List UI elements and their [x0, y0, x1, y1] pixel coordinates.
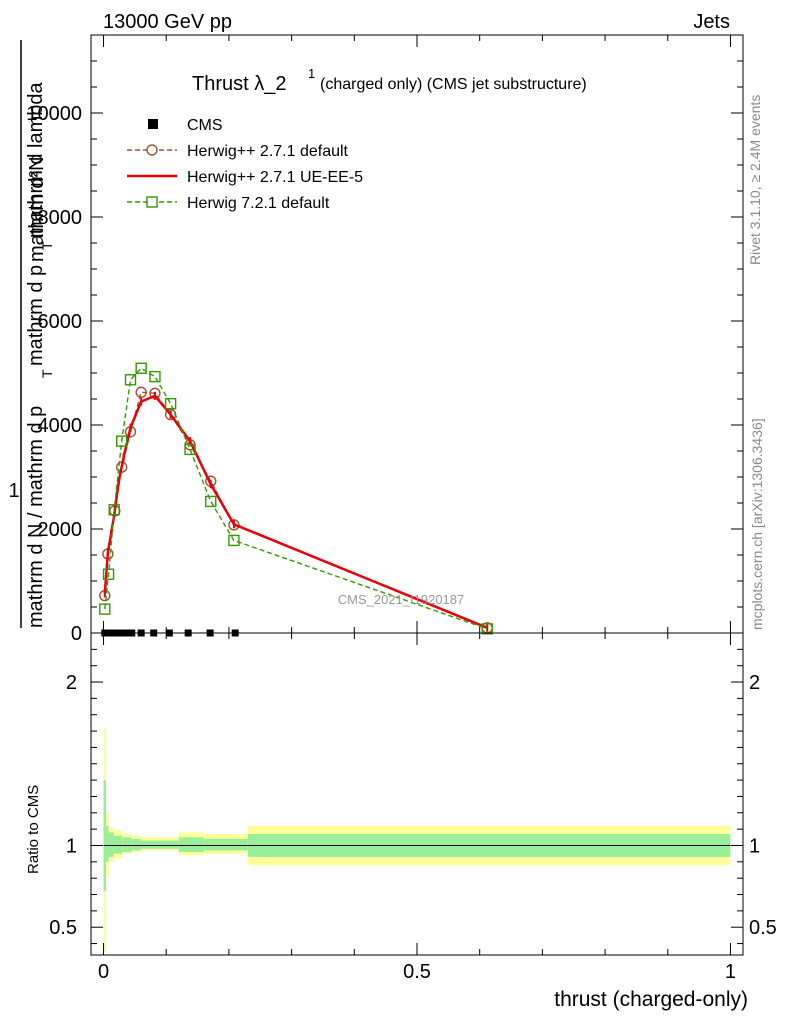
legend-label-0: Herwig++ 2.7.1 default: [187, 143, 349, 160]
ratio-panel: 0 0.5 1 0.5 0.5 1 1 2 2: [49, 632, 777, 983]
ratio-band-green: [203, 838, 248, 851]
ratio-y-axis-label: Ratio to CMS: [25, 785, 42, 874]
y-tick-label: 4000: [38, 415, 83, 437]
y-tick-label: 6000: [38, 311, 83, 333]
series-point-2: [228, 534, 240, 547]
ratio-band-green: [103, 780, 107, 892]
y-tick-label: 0: [71, 623, 82, 645]
x-tick-label: 0: [98, 961, 109, 983]
ratio-y-tick-label-right: 1: [749, 835, 760, 857]
y-tick-label: 8000: [38, 207, 83, 229]
series-point-0: [135, 386, 147, 398]
series-point-2: [481, 623, 493, 635]
ratio-band-green: [122, 837, 132, 853]
title-subtitle: (charged only) (CMS jet substructure): [320, 76, 587, 93]
series-point-2: [205, 495, 217, 508]
ylabel-upper-tail: mathrm d lambda: [25, 82, 47, 238]
plot-title: Thrust λ_2 1 (charged only) (CMS jet sub…: [192, 66, 587, 95]
analysis-watermark: CMS_2021_I1920187: [338, 592, 465, 607]
series-point-2: [124, 374, 137, 386]
ratio-y-tick-label: 1: [66, 835, 77, 857]
ylabel-upper-sub: T: [39, 241, 55, 250]
x-axis-label: thrust (charged-only): [554, 988, 748, 1011]
series-point-2: [184, 443, 196, 456]
ylabel-one: 1: [8, 480, 19, 502]
main-y-axis-label: 1 mathrm d²N mathrm d N / mathrm d p T m…: [8, 40, 55, 628]
legend-marker-0: [146, 144, 158, 156]
ratio-band-green: [141, 840, 179, 849]
ylabel-lower-denom: mathrm d N / mathrm d p: [25, 406, 47, 628]
ratio-band-green: [131, 838, 142, 851]
y-tick-label: 2000: [38, 519, 83, 541]
ylabel-upper-denom: mathrm d p: [25, 265, 47, 366]
legend-label-2: Herwig 7.2.1 default: [187, 195, 330, 212]
series-point-2: [135, 362, 147, 375]
ratio-band-green: [106, 825, 109, 862]
legend-label-1: Herwig++ 2.7.1 UE-EE-5: [187, 169, 363, 186]
ratio-y-tick-label-right: 2: [749, 672, 760, 694]
x-tick-label: 0.5: [403, 961, 431, 983]
series-point-2: [108, 504, 120, 516]
series-point-0: [228, 519, 240, 531]
ratio-y-tick-label: 2: [66, 672, 77, 694]
series-point-2: [116, 435, 128, 447]
jets-label: Jets: [693, 11, 730, 33]
y-tick-label: 10000: [26, 103, 82, 125]
ratio-band-green: [178, 837, 204, 853]
ratio-y-tick-label-right: 0.5: [749, 917, 777, 939]
ratio-y-tick-label: 0.5: [49, 917, 77, 939]
series-line-2: [104, 367, 488, 630]
legend-marker-cms: [148, 119, 158, 129]
ratio-band-green: [113, 835, 123, 854]
title-main: Thrust λ_2: [192, 73, 286, 95]
series-point-2: [102, 568, 115, 580]
series-point-2: [99, 603, 111, 615]
series-point-2: [164, 397, 177, 410]
series-point-2: [149, 370, 161, 383]
legend-marker-2: [146, 196, 158, 208]
title-sup: 1: [308, 66, 315, 81]
ratio-band-green: [108, 832, 114, 857]
energy-label: 13000 GeV pp: [103, 11, 232, 33]
legend: CMS Herwig++ 2.7.1 default Herwig++ 2.7.1 …: [127, 117, 363, 212]
main-panel: 0 2000 4000 6000 8000 10000: [26, 34, 744, 645]
mcplots-label: mcplots.cern.ch [arXiv:1306.3436]: [749, 418, 765, 630]
x-tick-label: 1: [725, 961, 736, 983]
ratio-frame: [90, 632, 744, 956]
rivet-label: Rivet 3.1.10, ≥ 2.4M events: [747, 95, 763, 265]
legend-label-cms: CMS: [187, 117, 223, 134]
ylabel-lower-sub: T: [39, 369, 55, 378]
ylabel-numer: mathrm d²N: [26, 156, 48, 262]
